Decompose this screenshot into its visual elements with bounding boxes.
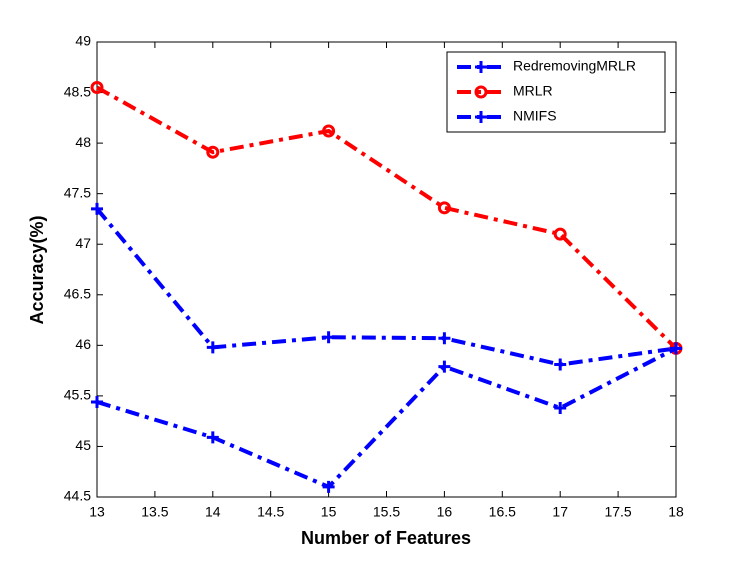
y-tick-label: 48: [75, 134, 91, 150]
marker: [437, 201, 451, 215]
marker: [322, 480, 335, 493]
y-axis-label: Accuracy(%): [27, 215, 47, 324]
x-tick-label: 17: [552, 504, 568, 520]
x-tick-label: 14.5: [257, 504, 284, 520]
marker: [90, 81, 104, 94]
x-tick-label: 13.5: [141, 504, 168, 520]
legend-label: NMIFS: [513, 108, 557, 124]
y-tick-label: 46.5: [64, 285, 91, 301]
legend-label: RedremovingMRLR: [513, 58, 636, 74]
x-tick-label: 14: [205, 504, 221, 520]
marker: [438, 360, 451, 373]
marker: [322, 124, 336, 138]
marker: [91, 395, 103, 408]
y-tick-label: 47.5: [64, 184, 91, 200]
marker: [670, 342, 682, 355]
y-tick-label: 44.5: [64, 488, 91, 504]
x-tick-label: 18: [668, 504, 684, 520]
x-tick-label: 16: [437, 504, 453, 520]
y-tick-label: 45: [75, 437, 91, 453]
x-tick-label: 16.5: [489, 504, 516, 520]
marker: [91, 202, 103, 215]
marker: [206, 431, 219, 444]
y-tick-label: 46: [75, 336, 91, 352]
x-tick-label: 13: [89, 504, 105, 520]
legend: [446, 51, 666, 133]
marker: [322, 331, 335, 344]
x-axis-label: Number of Features: [301, 528, 471, 548]
y-tick-label: 49: [75, 33, 91, 49]
marker: [206, 341, 219, 354]
marker: [554, 358, 567, 371]
marker: [474, 85, 488, 99]
marker: [554, 402, 567, 415]
y-tick-label: 48.5: [64, 83, 91, 99]
marker: [438, 332, 451, 345]
marker: [475, 111, 487, 123]
y-tick-label: 47: [75, 235, 91, 251]
x-tick-label: 15.5: [373, 504, 400, 520]
legend-label: MRLR: [513, 83, 553, 99]
y-tick-label: 45.5: [64, 387, 91, 403]
marker: [475, 61, 487, 73]
x-tick-label: 17.5: [604, 504, 631, 520]
series-line: [96, 346, 677, 490]
series-line: [95, 207, 677, 367]
marker: [553, 227, 567, 241]
marker: [206, 145, 220, 159]
x-tick-label: 15: [321, 504, 337, 520]
series-line: [96, 85, 678, 350]
